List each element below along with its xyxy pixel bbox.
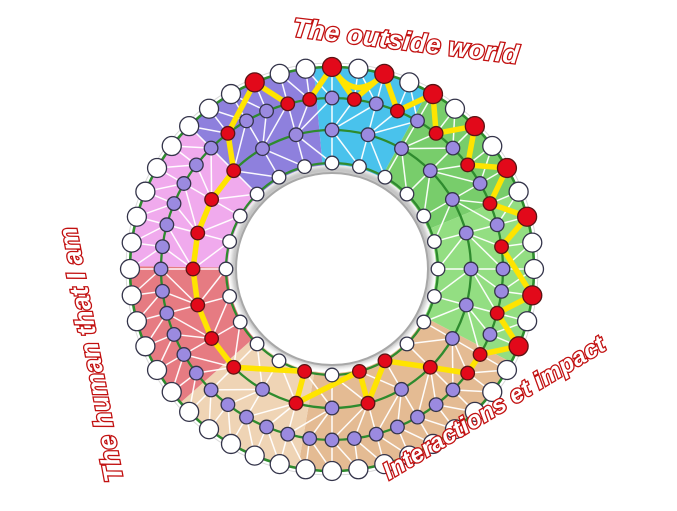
svg-text:The human that I am: The human that I am — [52, 225, 129, 485]
